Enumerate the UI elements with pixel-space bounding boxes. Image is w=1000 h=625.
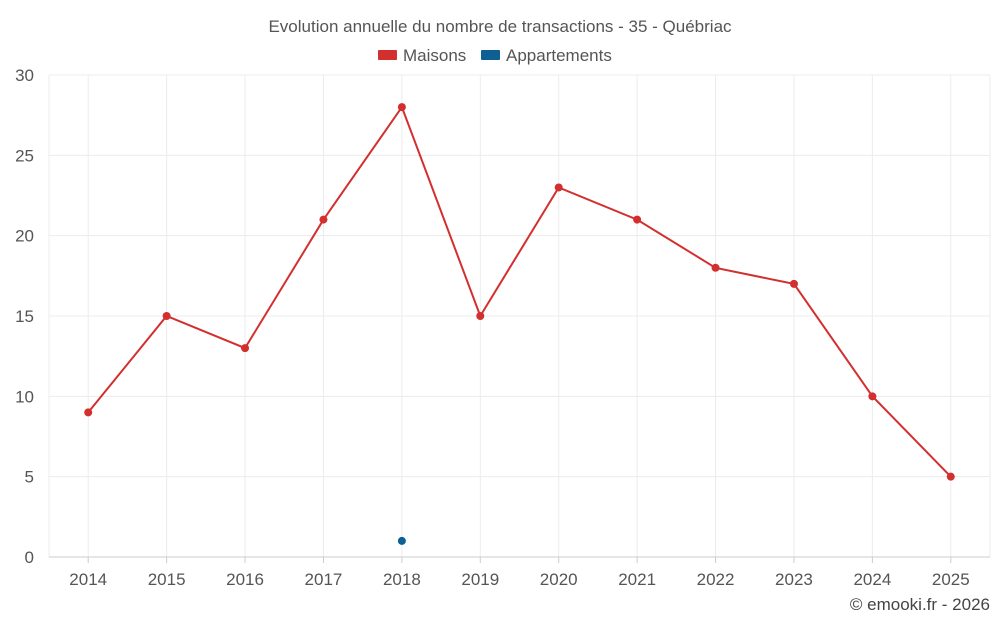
x-tick-label: 2018 [383, 570, 421, 589]
y-tick-label: 30 [15, 66, 34, 85]
x-tick-label: 2023 [775, 570, 813, 589]
y-tick-label: 5 [25, 468, 34, 487]
x-tick-label: 2015 [148, 570, 186, 589]
data-point-maisons-2018[interactable] [397, 103, 406, 112]
series-line-maisons [87, 104, 952, 478]
data-point-maisons-2024[interactable] [868, 392, 877, 401]
x-tick-label: 2014 [69, 570, 107, 589]
data-point-maisons-2014[interactable] [84, 408, 93, 417]
x-tick-label: 2021 [618, 570, 656, 589]
legend-swatch-maisons [378, 50, 397, 60]
data-point-maisons-2021[interactable] [633, 215, 642, 224]
data-point-maisons-2019[interactable] [476, 312, 485, 320]
legend-label-maisons[interactable]: Maisons [403, 46, 466, 65]
y-tick-label: 15 [15, 307, 34, 326]
data-point-maisons-2022[interactable] [711, 263, 720, 272]
x-tick-label: 2020 [540, 570, 578, 589]
data-point-maisons-2015[interactable] [162, 312, 171, 320]
credit-text: © emooki.fr - 2026 [850, 595, 990, 614]
x-tick-label: 2024 [853, 570, 891, 589]
y-tick-label: 0 [25, 548, 34, 567]
y-tick-label: 10 [15, 387, 34, 406]
x-tick-label: 2016 [226, 570, 264, 589]
data-point-maisons-2020[interactable] [554, 183, 563, 192]
x-tick-label: 2025 [932, 570, 970, 589]
x-tick-label: 2017 [305, 570, 343, 589]
data-point-maisons-2017[interactable] [319, 215, 328, 224]
chart-title: Evolution annuelle du nombre de transact… [268, 17, 732, 36]
data-point-maisons-2023[interactable] [789, 279, 798, 288]
data-point-appartements-2018[interactable] [397, 536, 406, 545]
legend-swatch-appartements [481, 50, 500, 60]
series-layer [84, 103, 955, 545]
legend-label-appartements[interactable]: Appartements [506, 46, 612, 65]
data-point-maisons-2025[interactable] [946, 472, 955, 481]
chart-legend: Maisons Appartements [378, 46, 612, 65]
y-tick-label: 20 [15, 227, 34, 246]
x-tick-label: 2022 [697, 570, 735, 589]
y-axis: 0 5 10 15 20 25 30 [15, 66, 34, 567]
grid [48, 74, 991, 558]
data-point-maisons-2016[interactable] [241, 344, 250, 353]
x-tick-label: 2019 [461, 570, 499, 589]
y-tick-label: 25 [15, 146, 34, 165]
x-axis: 2014 2015 2016 2017 2018 2019 2020 2021 2022 2023… [69, 557, 970, 589]
